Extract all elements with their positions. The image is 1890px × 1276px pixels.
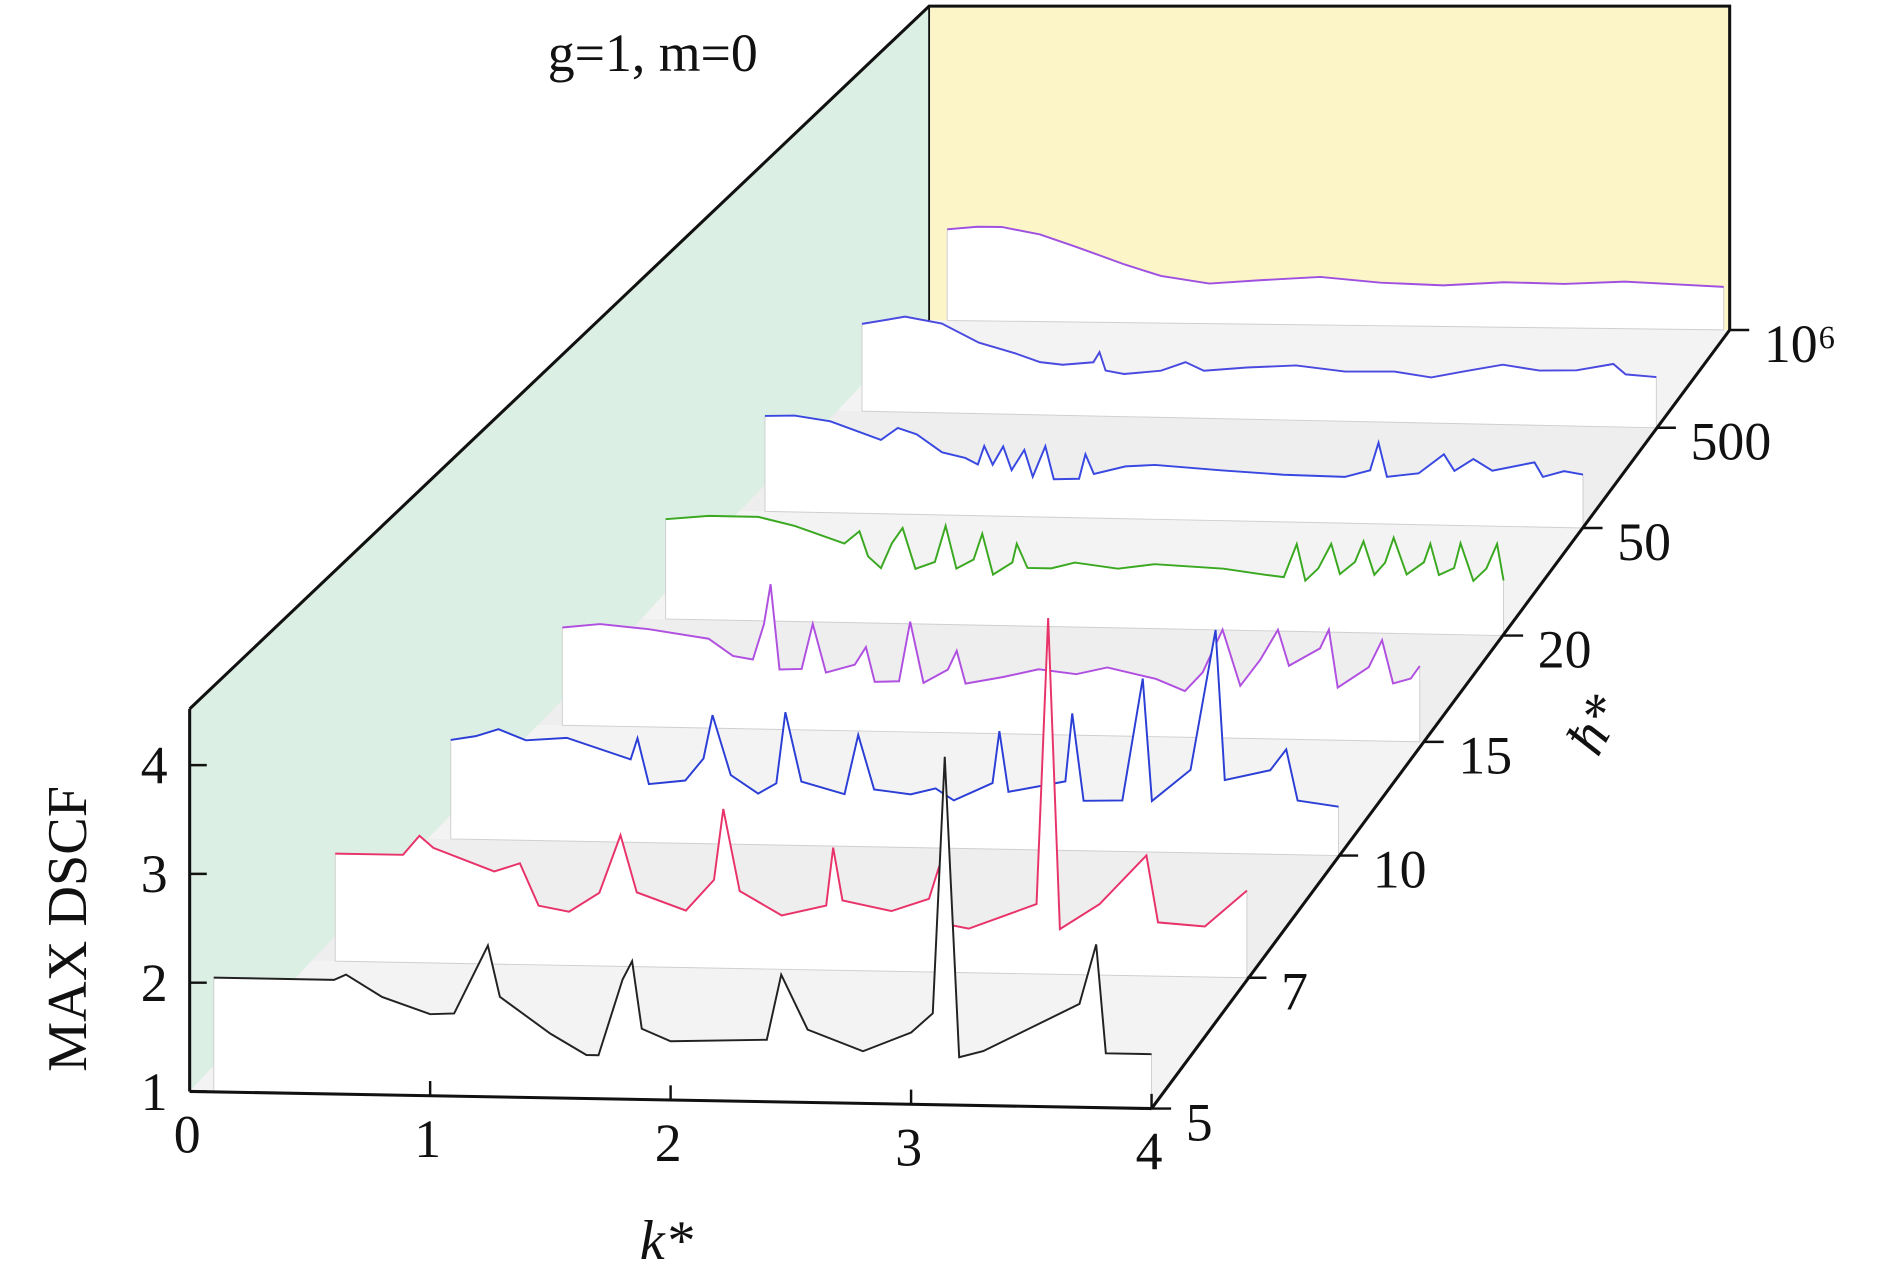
z-tick-label: 7: [1281, 962, 1308, 1022]
side-wall: [189, 6, 930, 1092]
plot-layer: [189, 225, 1730, 1110]
back-wall: [929, 6, 1730, 330]
z-tick-label: 10: [1373, 839, 1427, 899]
x-axis-label: k*: [640, 1210, 694, 1272]
frame: [188, 4, 1732, 710]
series-line: [861, 315, 1657, 379]
z-tick-label: 50: [1617, 512, 1671, 572]
z-tick-label: 20: [1538, 619, 1592, 679]
y-tick-label: 4: [141, 735, 168, 795]
z-tick-label: 10⁶: [1764, 314, 1837, 374]
z-tick-label: 5: [1186, 1092, 1213, 1152]
series-line: [562, 584, 1421, 693]
series-line: [335, 618, 1248, 931]
series-line: [947, 225, 1724, 288]
series-line: [450, 629, 1339, 808]
series-line: [764, 414, 1584, 481]
z-tick-label: 15: [1458, 726, 1512, 786]
x-tick-label: 0: [174, 1105, 201, 1165]
x-tick-label: 2: [655, 1113, 682, 1173]
y-tick-label: 2: [141, 953, 168, 1013]
y-axis-label: MAX DSCF: [37, 786, 99, 1072]
series-line: [213, 756, 1152, 1059]
z-axis-label: ħ*: [1555, 685, 1637, 765]
x-tick-label: 3: [895, 1117, 922, 1177]
series-line: [665, 514, 1505, 583]
y-tick-label: 1: [141, 1062, 168, 1122]
x-tick-label: 1: [414, 1109, 441, 1169]
y-tick-label: 3: [141, 844, 168, 904]
chart-title: g=1, m=0: [548, 23, 758, 83]
x-tick-label: 4: [1136, 1122, 1163, 1182]
z-tick-label: 500: [1691, 412, 1772, 472]
